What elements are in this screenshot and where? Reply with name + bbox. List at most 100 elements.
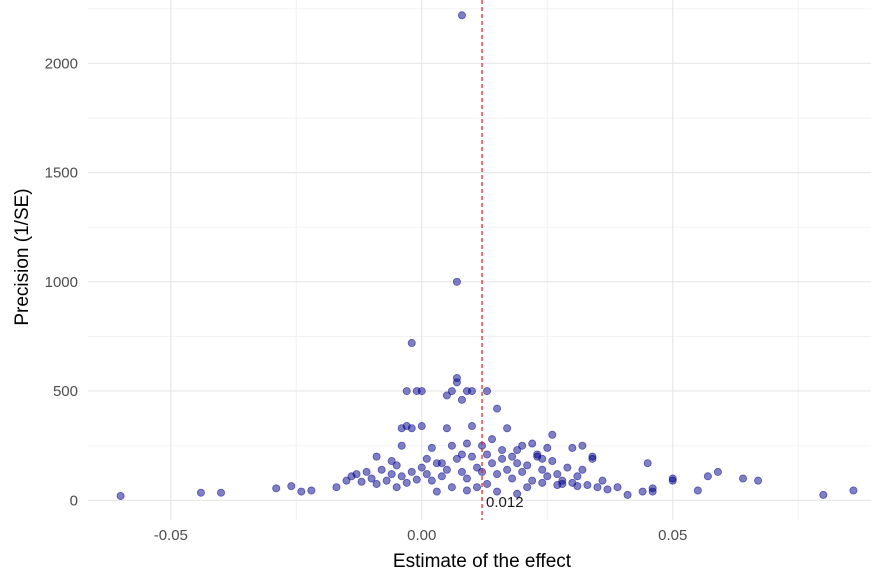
data-point bbox=[518, 467, 527, 476]
data-point bbox=[407, 467, 416, 476]
data-point bbox=[528, 439, 537, 448]
data-point bbox=[332, 483, 341, 492]
data-point bbox=[457, 450, 466, 459]
data-point bbox=[493, 404, 502, 413]
data-point bbox=[397, 441, 406, 450]
y-tick-label: 500 bbox=[53, 383, 78, 400]
data-point bbox=[498, 446, 507, 455]
data-point bbox=[462, 486, 471, 495]
data-point bbox=[382, 476, 391, 485]
data-point bbox=[287, 482, 296, 491]
data-point bbox=[593, 483, 602, 492]
data-point bbox=[613, 483, 622, 492]
data-point bbox=[472, 483, 481, 492]
data-point bbox=[553, 470, 562, 479]
data-point bbox=[467, 452, 476, 461]
data-points bbox=[116, 11, 858, 500]
data-point bbox=[422, 470, 431, 479]
data-point bbox=[638, 487, 647, 496]
data-point bbox=[643, 459, 652, 468]
data-point bbox=[437, 472, 446, 481]
data-point bbox=[447, 483, 456, 492]
data-point bbox=[533, 450, 542, 459]
data-point bbox=[488, 459, 497, 468]
data-point bbox=[342, 476, 351, 485]
data-point bbox=[467, 387, 476, 396]
data-point bbox=[513, 446, 522, 455]
x-tick-label: 0.05 bbox=[658, 527, 687, 544]
x-tick-label: -0.05 bbox=[154, 527, 188, 544]
grid-lines bbox=[88, 0, 871, 520]
data-point bbox=[272, 484, 281, 493]
data-point bbox=[558, 479, 567, 488]
data-point bbox=[217, 488, 226, 497]
data-point bbox=[513, 489, 522, 498]
data-point bbox=[849, 486, 858, 495]
data-point bbox=[452, 373, 461, 382]
data-point bbox=[417, 422, 426, 431]
data-point bbox=[407, 339, 416, 348]
data-point bbox=[538, 478, 547, 487]
x-tick-labels: -0.05 0.00 0.05 bbox=[154, 527, 688, 544]
data-point bbox=[513, 459, 522, 468]
data-point bbox=[352, 470, 361, 479]
data-point bbox=[452, 277, 461, 286]
data-point bbox=[357, 477, 366, 486]
data-point bbox=[427, 443, 436, 452]
x-tick-label: 0.00 bbox=[407, 527, 436, 544]
data-point bbox=[457, 467, 466, 476]
data-point bbox=[528, 476, 537, 485]
data-point bbox=[668, 474, 677, 483]
data-point bbox=[493, 470, 502, 479]
data-point bbox=[196, 488, 205, 497]
data-point bbox=[563, 463, 572, 472]
data-point bbox=[462, 439, 471, 448]
data-point bbox=[417, 463, 426, 472]
data-point bbox=[457, 11, 466, 20]
data-point bbox=[483, 387, 492, 396]
data-point bbox=[503, 465, 512, 474]
data-point bbox=[503, 424, 512, 433]
data-point bbox=[648, 487, 657, 496]
data-point bbox=[488, 435, 497, 444]
data-point bbox=[573, 472, 582, 481]
data-point bbox=[367, 474, 376, 483]
data-point bbox=[703, 472, 712, 481]
data-point bbox=[116, 491, 125, 500]
data-point bbox=[297, 487, 306, 496]
data-point bbox=[412, 475, 421, 484]
data-point bbox=[427, 476, 436, 485]
data-point bbox=[387, 470, 396, 479]
data-point bbox=[578, 441, 587, 450]
reference-line-label: 0.012 bbox=[486, 494, 524, 511]
data-point bbox=[623, 490, 632, 499]
reference-line-group: 0.012 bbox=[481, 0, 524, 520]
data-point bbox=[713, 467, 722, 476]
data-point bbox=[422, 454, 431, 463]
data-point bbox=[538, 454, 547, 463]
data-point bbox=[603, 485, 612, 494]
data-point bbox=[447, 387, 456, 396]
data-point bbox=[442, 465, 451, 474]
data-point bbox=[402, 478, 411, 487]
data-point bbox=[543, 472, 552, 481]
y-tick-label: 1000 bbox=[45, 274, 78, 291]
data-point bbox=[508, 452, 517, 461]
y-tick-label: 1500 bbox=[45, 165, 78, 182]
data-point bbox=[392, 483, 401, 492]
data-point bbox=[523, 483, 532, 492]
data-point bbox=[498, 454, 507, 463]
data-point bbox=[392, 461, 401, 470]
y-tick-label: 2000 bbox=[45, 55, 78, 72]
data-point bbox=[693, 486, 702, 495]
data-point bbox=[568, 443, 577, 452]
y-tick-labels: 0 500 1000 1500 2000 bbox=[45, 55, 78, 509]
data-point bbox=[467, 422, 476, 431]
data-point bbox=[462, 474, 471, 483]
data-point bbox=[307, 486, 316, 495]
data-point bbox=[362, 467, 371, 476]
data-point bbox=[548, 430, 557, 439]
data-point bbox=[452, 454, 461, 463]
data-point bbox=[372, 479, 381, 488]
